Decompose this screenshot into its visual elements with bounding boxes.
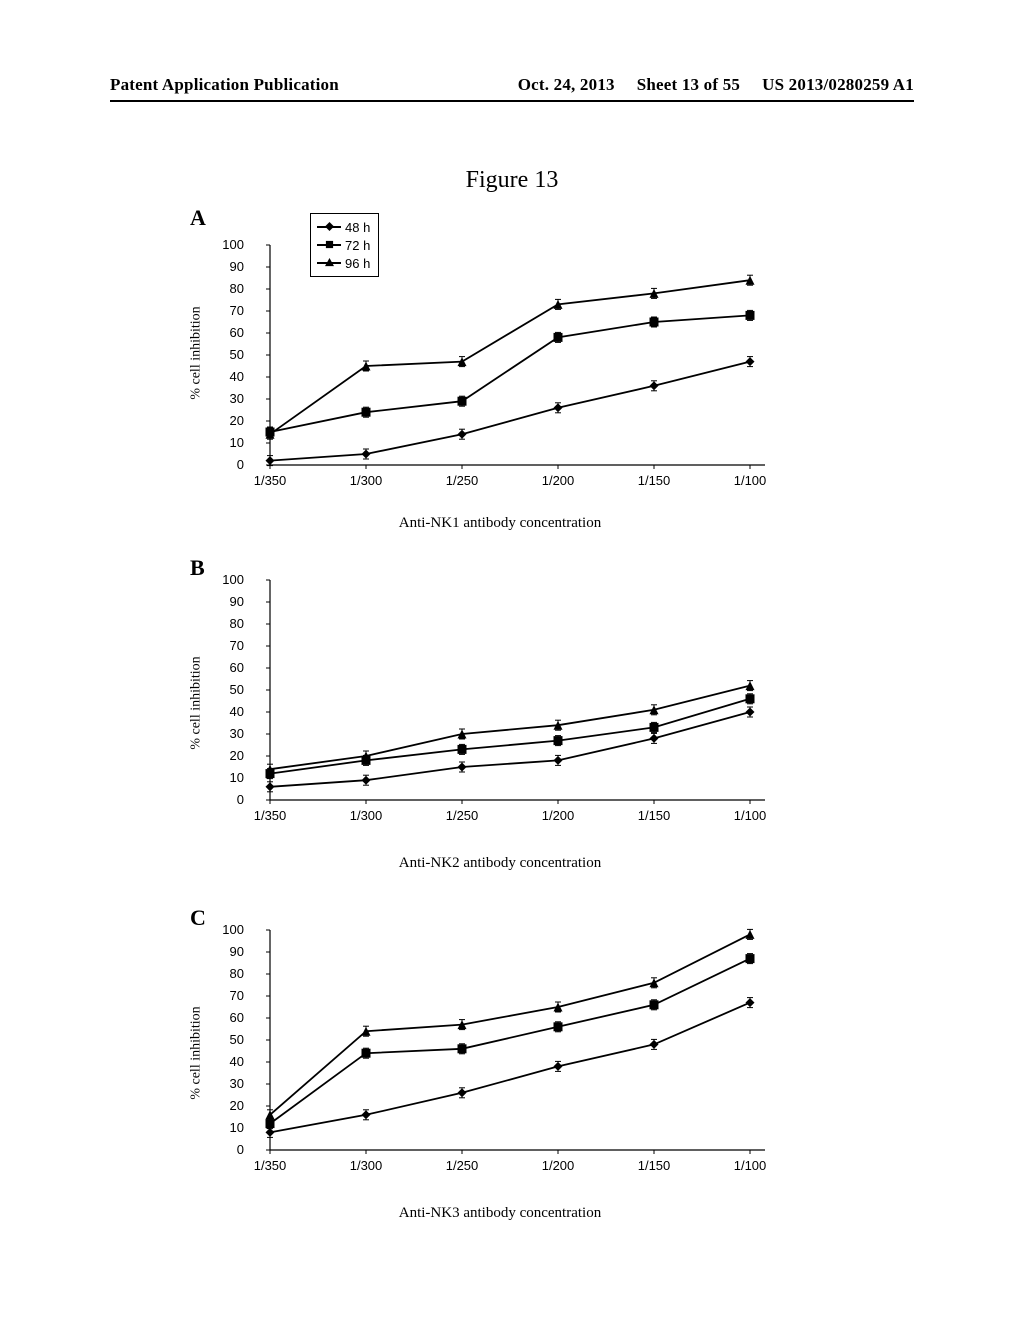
y-tick-label: 90 [214, 944, 244, 959]
y-tick-label: 70 [214, 638, 244, 653]
chart-a-svg [250, 235, 810, 495]
y-tick-label: 20 [214, 748, 244, 763]
header-date: Oct. 24, 2013 [518, 75, 615, 95]
figure-title: Figure 13 [0, 167, 1024, 194]
y-tick-label: 100 [214, 237, 244, 252]
y-tick-label: 60 [214, 1010, 244, 1025]
page-header: Patent Application Publication Oct. 24, … [110, 75, 914, 95]
y-tick-label: 20 [214, 1098, 244, 1113]
header-sheet: Sheet 13 of 55 [637, 75, 740, 95]
x-axis-label: Anti-NK2 antibody concentration [250, 855, 750, 872]
y-tick-label: 60 [214, 660, 244, 675]
y-tick-label: 90 [214, 594, 244, 609]
panel-c-label: C [190, 905, 206, 931]
y-tick-label: 80 [214, 966, 244, 981]
y-tick-label: 0 [214, 457, 244, 472]
y-tick-label: 90 [214, 259, 244, 274]
y-tick-label: 0 [214, 792, 244, 807]
panel-c: C % cell inhibition 01020304050607080901… [200, 905, 820, 1235]
y-tick-label: 40 [214, 704, 244, 719]
legend-line-icon [317, 226, 341, 228]
y-tick-label: 70 [214, 988, 244, 1003]
panel-a-label: A [190, 205, 206, 231]
page: Patent Application Publication Oct. 24, … [0, 0, 1024, 1320]
header-pubno: US 2013/0280259 A1 [762, 75, 914, 95]
y-tick-label: 100 [214, 922, 244, 937]
panel-a: A 48 h 72 h 96 h % cell inhibit [200, 205, 820, 535]
header-rule [110, 100, 914, 102]
y-tick-label: 20 [214, 413, 244, 428]
y-tick-label: 40 [214, 1054, 244, 1069]
y-tick-label: 30 [214, 391, 244, 406]
y-tick-label: 70 [214, 303, 244, 318]
y-tick-label: 50 [214, 682, 244, 697]
y-tick-label: 50 [214, 347, 244, 362]
y-tick-label: 60 [214, 325, 244, 340]
y-axis-label: % cell inhibition [189, 306, 205, 399]
y-tick-label: 100 [214, 572, 244, 587]
y-tick-label: 10 [214, 770, 244, 785]
y-tick-label: 30 [214, 1076, 244, 1091]
x-axis-label: Anti-NK1 antibody concentration [250, 515, 750, 532]
y-axis-label: % cell inhibition [189, 656, 205, 749]
y-tick-label: 40 [214, 369, 244, 384]
legend-row-48h: 48 h [317, 218, 370, 236]
y-tick-label: 80 [214, 281, 244, 296]
y-tick-label: 80 [214, 616, 244, 631]
chart-c-svg [250, 920, 810, 1180]
y-tick-label: 10 [214, 1120, 244, 1135]
chart-b-svg [250, 570, 810, 830]
legend-label: 48 h [345, 220, 370, 235]
header-right-group: Oct. 24, 2013 Sheet 13 of 55 US 2013/028… [518, 75, 914, 95]
y-tick-label: 10 [214, 435, 244, 450]
x-axis-label: Anti-NK3 antibody concentration [250, 1205, 750, 1222]
y-axis-label: % cell inhibition [189, 1006, 205, 1099]
diamond-icon [325, 222, 334, 231]
y-tick-label: 0 [214, 1142, 244, 1157]
panel-b: B % cell inhibition 01020304050607080901… [200, 555, 820, 885]
header-left: Patent Application Publication [110, 75, 339, 95]
panel-b-label: B [190, 555, 205, 581]
y-tick-label: 50 [214, 1032, 244, 1047]
y-tick-label: 30 [214, 726, 244, 741]
